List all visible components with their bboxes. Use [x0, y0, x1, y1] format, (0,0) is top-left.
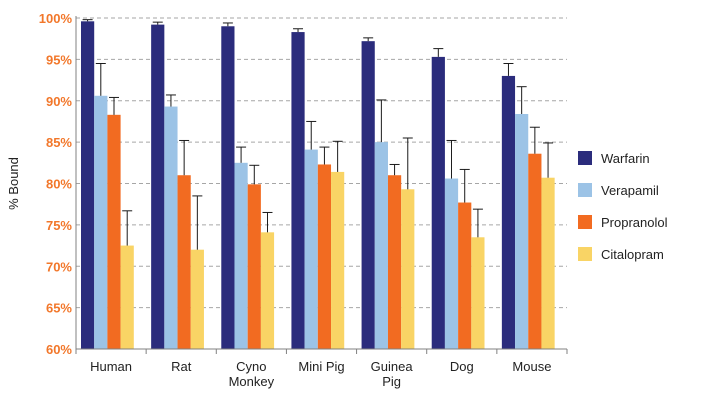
bar-warfarin-mouse	[501, 75, 516, 350]
bar-warfarin-mini-pig	[291, 32, 305, 349]
y-tick-label-65: 65%	[46, 301, 72, 316]
bar-verapamil-mini-pig	[304, 149, 318, 349]
y-tick-label-80: 80%	[46, 177, 72, 192]
x-tick-label-guinea-pig: Guinea Pig	[371, 359, 414, 389]
bar-warfarin-human	[81, 21, 95, 350]
bar-warfarin-guinea-pig	[361, 41, 375, 350]
bar-citalopram-mini-pig	[331, 171, 345, 349]
bar-propranolol-human	[107, 114, 121, 349]
y-tick-label-95: 95%	[46, 52, 72, 67]
legend-label-verapamil: Verapamil	[601, 182, 659, 198]
legend-item-citalopram: Citalopram	[578, 238, 668, 270]
bar-propranolol-mouse	[528, 153, 542, 349]
bar-propranolol-dog	[458, 202, 472, 349]
x-tick-label-mini-pig: Mini Pig	[298, 359, 344, 374]
legend-label-propranolol: Propranolol	[601, 214, 668, 230]
legend-swatch-verapamil	[578, 183, 592, 197]
bar-citalopram-human	[120, 245, 134, 349]
bar-propranolol-cyno-monkey	[247, 184, 261, 349]
legend-swatch-citalopram	[578, 247, 592, 261]
x-tick-label-dog: Dog	[450, 359, 474, 374]
legend-item-propranolol: Propranolol	[578, 206, 668, 238]
legend-label-warfarin: Warfarin	[601, 150, 650, 166]
x-tick-label-cyno-monkey: Cyno Monkey	[229, 359, 275, 389]
bar-warfarin-cyno-monkey	[221, 26, 235, 350]
bar-propranolol-mini-pig	[317, 164, 332, 349]
legend-item-warfarin: Warfarin	[578, 142, 668, 174]
bar-verapamil-dog	[444, 178, 459, 349]
legend-swatch-warfarin	[578, 151, 592, 165]
y-tick-label-90: 90%	[46, 94, 72, 109]
bar-propranolol-rat	[177, 175, 191, 349]
y-tick-label-85: 85%	[46, 135, 72, 150]
bar-verapamil-human	[94, 95, 108, 349]
bar-propranolol-guinea-pig	[387, 175, 402, 349]
y-tick-label-60: 60%	[46, 342, 72, 357]
bar-citalopram-dog	[471, 237, 485, 349]
bar-verapamil-cyno-monkey	[234, 162, 248, 349]
y-tick-label-100: 100%	[39, 11, 73, 26]
legend-swatch-propranolol	[578, 215, 592, 229]
legend-label-citalopram: Citalopram	[601, 246, 664, 262]
bar-citalopram-guinea-pig	[401, 189, 415, 349]
bar-warfarin-dog	[431, 56, 445, 349]
y-tick-label-70: 70%	[46, 259, 72, 274]
y-axis-title: % Bound	[6, 157, 21, 210]
x-tick-label-human: Human	[90, 359, 132, 374]
bar-citalopram-rat	[190, 249, 204, 349]
x-tick-label-mouse: Mouse	[512, 359, 551, 374]
bar-verapamil-rat	[164, 106, 178, 349]
legend: Warfarin Verapamil Propranolol Citalopra…	[578, 142, 668, 270]
bar-citalopram-cyno-monkey	[260, 232, 275, 349]
bar-verapamil-mouse	[515, 113, 529, 350]
x-tick-label-rat: Rat	[171, 359, 192, 374]
bar-verapamil-guinea-pig	[374, 142, 388, 349]
y-tick-label-75: 75%	[46, 218, 72, 233]
bar-warfarin-rat	[151, 24, 165, 350]
legend-item-verapamil: Verapamil	[578, 174, 668, 206]
bar-citalopram-mouse	[541, 177, 555, 349]
